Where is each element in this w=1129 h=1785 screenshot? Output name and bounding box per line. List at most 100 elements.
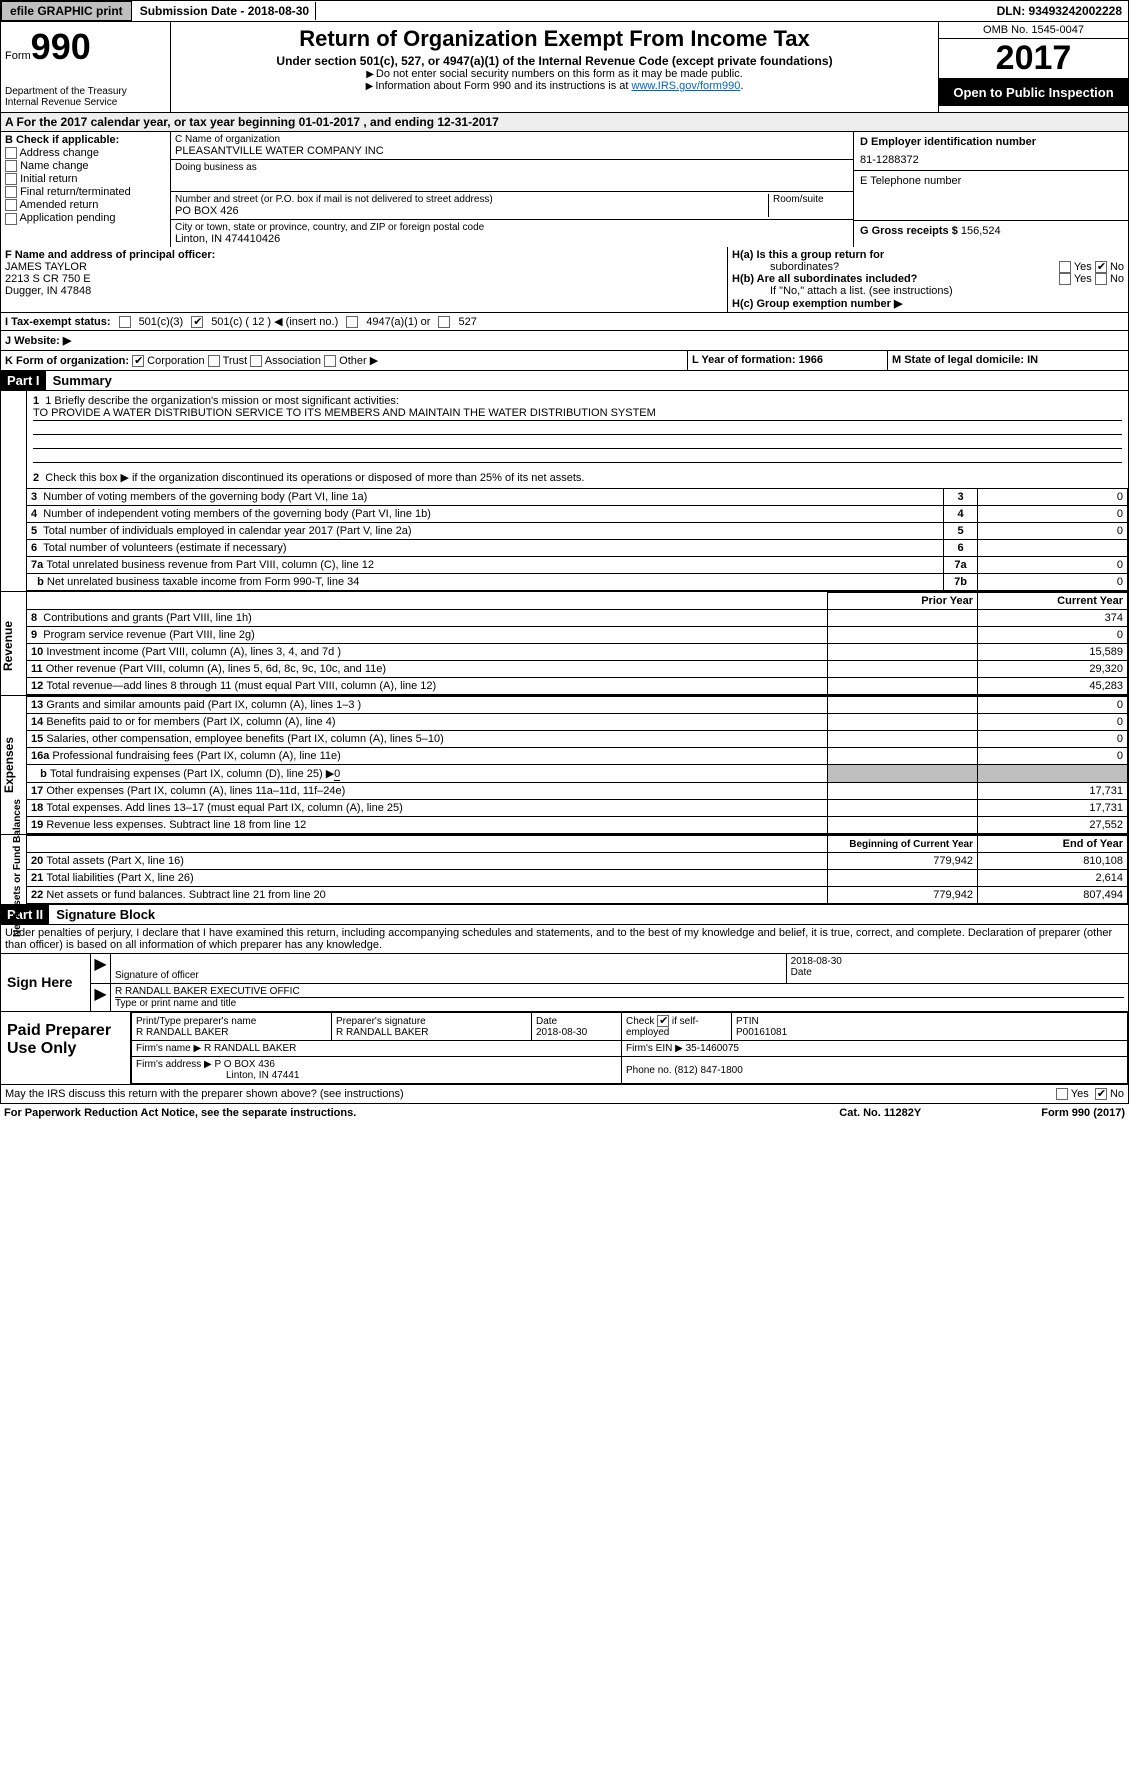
col-d: D Employer identification number 81-1288…	[853, 132, 1128, 247]
cat-no: Cat. No. 11282Y	[839, 1107, 921, 1119]
sign-here-label: Sign Here	[1, 954, 91, 1011]
chk-501c[interactable]	[191, 316, 203, 328]
chk-application-pending[interactable]: Application pending	[5, 212, 166, 224]
hb-no-checkbox[interactable]	[1095, 273, 1107, 285]
form-org-label: K Form of organization:	[5, 355, 129, 367]
form-subtitle: Under section 501(c), 527, or 4947(a)(1)…	[179, 54, 930, 68]
form-number: 990	[31, 26, 91, 67]
ha-yes-checkbox[interactable]	[1059, 261, 1071, 273]
lbl-other: Other ▶	[339, 355, 378, 367]
chk-self-employed[interactable]	[657, 1015, 669, 1027]
org-name: PLEASANTVILLE WATER COMPANY INC	[175, 145, 849, 157]
chk-501c3[interactable]	[119, 316, 131, 328]
prep-name-label: Print/Type preparer's name	[136, 1016, 327, 1027]
mission-blank2	[33, 435, 1122, 449]
prep-date: 2018-08-30	[536, 1027, 617, 1038]
line5-num: 5	[944, 523, 978, 540]
line20-end: 810,108	[978, 853, 1128, 870]
year-formation: L Year of formation: 1966	[688, 351, 888, 370]
hb-label: H(b) Are all subordinates included?	[732, 273, 917, 285]
lbl-527: 527	[458, 316, 476, 328]
ein-box: D Employer identification number 81-1288…	[854, 132, 1128, 171]
firm-addr: P O BOX 436	[215, 1059, 275, 1070]
header-mid: Return of Organization Exempt From Incom…	[171, 22, 938, 112]
chk-final-return[interactable]: Final return/terminated	[5, 186, 166, 198]
form-ref: Form 990 (2017)	[1041, 1107, 1125, 1119]
ha-yes-label: Yes	[1074, 261, 1092, 273]
address-box: Number and street (or P.O. box if mail i…	[171, 192, 853, 220]
bottom-row: For Paperwork Reduction Act Notice, see …	[0, 1104, 1129, 1122]
line9-cy: 0	[978, 627, 1128, 644]
ha-line: H(a) Is this a group return for	[732, 249, 1124, 261]
firm-name-label: Firm's name ▶	[136, 1043, 201, 1054]
line7a-text: Total unrelated business revenue from Pa…	[46, 559, 374, 571]
line21-end: 2,614	[978, 870, 1128, 887]
hb-yes-checkbox[interactable]	[1059, 273, 1071, 285]
state-domicile-value: M State of legal domicile: IN	[892, 354, 1038, 366]
line7a-num: 7a	[944, 557, 978, 574]
efile-print-button[interactable]: efile GRAPHIC print	[1, 1, 132, 21]
line11-text: Other revenue (Part VIII, column (A), li…	[46, 663, 386, 675]
phone-value: (812) 847-1800	[674, 1065, 742, 1076]
city-value: Linton, IN 474410426	[175, 233, 849, 245]
firm-name: R RANDALL BAKER	[204, 1043, 296, 1054]
chk-initial-return-label: Initial return	[20, 173, 77, 185]
section-governance: Activities & Governance 1 1 Briefly desc…	[0, 391, 1129, 592]
officer-label: F Name and address of principal officer:	[5, 249, 723, 261]
ha-label: H(a) Is this a group return for	[732, 249, 884, 261]
part2-header: Part II Signature Block	[0, 905, 1129, 925]
line13-py	[828, 697, 978, 714]
chk-name-change[interactable]: Name change	[5, 160, 166, 172]
line10-text: Investment income (Part VIII, column (A)…	[46, 646, 341, 658]
arrow-icon-2: ▶	[91, 984, 111, 1011]
line16b-py-shade	[828, 765, 978, 783]
chk-trust[interactable]	[208, 355, 220, 367]
line9-py	[828, 627, 978, 644]
line17-cy: 17,731	[978, 783, 1128, 800]
officer-name-label: Type or print name and title	[115, 998, 1124, 1009]
ein-value: 81-1288372	[860, 154, 1122, 166]
tab-expenses-label: Expenses	[2, 737, 16, 793]
mission-text: TO PROVIDE A WATER DISTRIBUTION SERVICE …	[33, 407, 1122, 421]
row-k: K Form of organization: Corporation Trus…	[0, 351, 1129, 371]
lbl-association: Association	[265, 355, 321, 367]
chk-4947[interactable]	[346, 316, 358, 328]
section-net-assets: Net Assets or Fund Balances Beginning of…	[0, 835, 1129, 905]
line11-cy: 29,320	[978, 661, 1128, 678]
ha-no-checkbox[interactable]	[1095, 261, 1107, 273]
form-note-info: Information about Form 990 and its instr…	[366, 80, 632, 92]
signature-date: 2018-08-30	[791, 956, 1124, 967]
line22-end: 807,494	[978, 887, 1128, 904]
chk-amended-return[interactable]: Amended return	[5, 199, 166, 211]
dln: DLN: 93493242002228	[991, 2, 1128, 20]
revenue-table: Prior YearCurrent Year 8 Contributions a…	[27, 592, 1128, 695]
chk-initial-return[interactable]: Initial return	[5, 173, 166, 185]
chk-527[interactable]	[438, 316, 450, 328]
chk-amended-return-label: Amended return	[19, 199, 98, 211]
line10-cy: 15,589	[978, 644, 1128, 661]
line16b-cy-shade	[978, 765, 1128, 783]
officer-addr2: Dugger, IN 47848	[5, 285, 723, 297]
tab-net-assets-label: Net Assets or Fund Balances	[13, 799, 23, 937]
row-f: F Name and address of principal officer:…	[0, 247, 1129, 313]
tab-revenue-label: Revenue	[1, 621, 15, 671]
line18-text: Total expenses. Add lines 13–17 (must eq…	[46, 802, 402, 814]
chk-address-change[interactable]: Address change	[5, 147, 166, 159]
line1-text: 1 Briefly describe the organization's mi…	[45, 395, 399, 407]
signature-date-label: Date	[791, 967, 1124, 978]
discuss-no-checkbox[interactable]	[1095, 1088, 1107, 1100]
tax-exempt-label: I Tax-exempt status:	[5, 316, 111, 328]
chk-other[interactable]	[324, 355, 336, 367]
chk-corporation[interactable]	[132, 355, 144, 367]
hb-yes-label: Yes	[1074, 273, 1092, 285]
line16b-text: Total fundraising expenses (Part IX, col…	[50, 768, 334, 780]
discuss-yes-checkbox[interactable]	[1056, 1088, 1068, 1100]
dept-treasury: Department of the Treasury	[5, 86, 166, 97]
line1-label: 1 1 Briefly describe the organization's …	[33, 395, 1122, 407]
governance-table: 3 Number of voting members of the govern…	[27, 488, 1128, 591]
line20-begin: 779,942	[828, 853, 978, 870]
chk-association[interactable]	[250, 355, 262, 367]
line17-text: Other expenses (Part IX, column (A), lin…	[46, 785, 345, 797]
form-organization: K Form of organization: Corporation Trus…	[1, 351, 688, 370]
irs-link[interactable]: www.IRS.gov/form990	[632, 80, 741, 92]
